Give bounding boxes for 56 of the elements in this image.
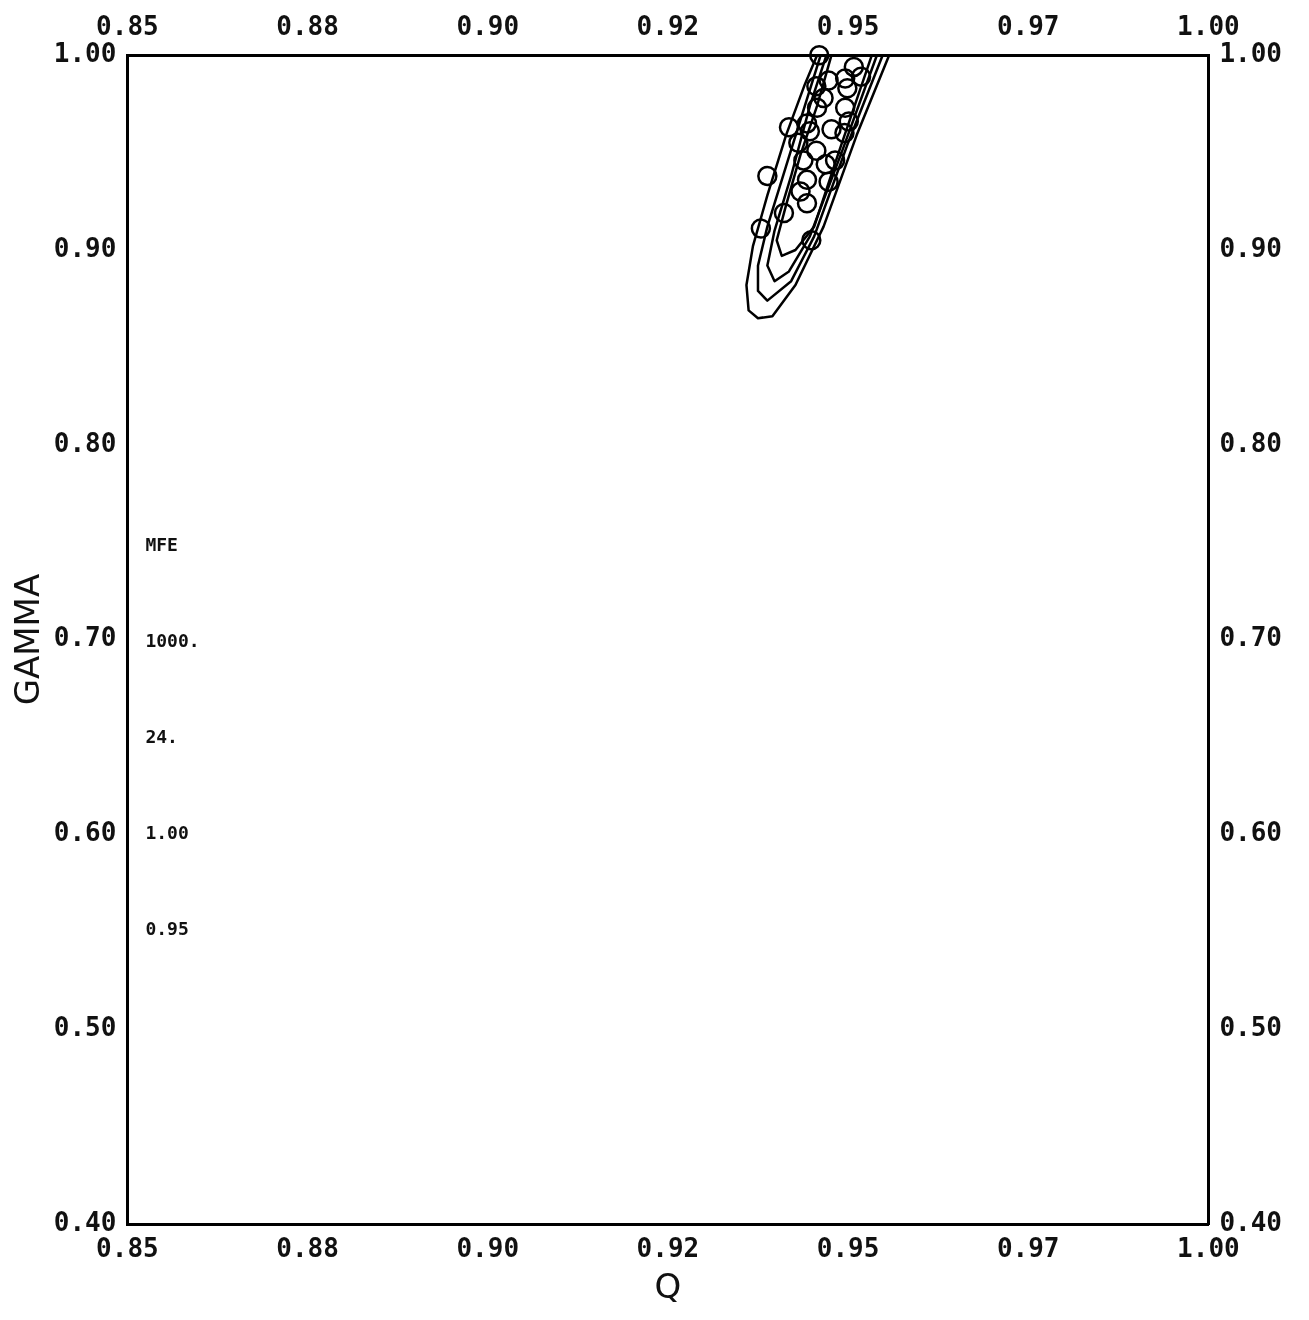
point xyxy=(750,218,772,239)
x2-tick-label: 0.90 xyxy=(456,11,520,42)
point xyxy=(757,165,778,187)
point xyxy=(843,56,865,78)
annotation: 0.95 xyxy=(145,917,189,939)
point xyxy=(806,97,828,119)
point xyxy=(818,171,839,193)
point xyxy=(821,118,842,140)
annotation: 24. xyxy=(145,725,178,747)
annotation: MFE xyxy=(145,533,178,555)
y-tick-label: 0.70 xyxy=(53,622,117,653)
y-tick-label: 0.80 xyxy=(53,427,117,458)
y-tick-label: 0.90 xyxy=(53,232,117,263)
point xyxy=(796,169,818,191)
point xyxy=(778,117,800,138)
point xyxy=(837,78,858,99)
y2-tick-label: 0.70 xyxy=(1219,622,1283,653)
point xyxy=(824,150,846,171)
annotation: 1000. xyxy=(145,629,200,651)
y2-tick-label: 0.90 xyxy=(1219,232,1283,263)
x2-tick-label: 0.95 xyxy=(816,11,880,42)
x-tick-label: 0.95 xyxy=(816,1233,880,1264)
point xyxy=(788,132,809,154)
point xyxy=(799,120,821,142)
point xyxy=(834,68,856,89)
y-tick-label: 0.50 xyxy=(53,1011,117,1042)
point xyxy=(834,122,855,144)
x-tick-label: 0.90 xyxy=(456,1233,520,1264)
y2-tick-label: 0.60 xyxy=(1219,817,1283,848)
y-axis-title: GAMMA xyxy=(7,573,48,706)
x-tick-label: 0.97 xyxy=(996,1233,1060,1264)
point xyxy=(815,154,836,175)
x2-tick-label: 0.97 xyxy=(996,11,1060,42)
point xyxy=(806,76,827,97)
point xyxy=(790,181,811,202)
x-tick-label: 0.88 xyxy=(276,1233,339,1264)
point xyxy=(834,97,856,119)
x2-tick-label: 0.88 xyxy=(276,11,339,42)
y2-tick-label: 0.50 xyxy=(1219,1011,1283,1042)
annotation: 1.00 xyxy=(145,821,189,843)
point xyxy=(850,66,872,87)
point xyxy=(808,44,830,66)
point xyxy=(813,87,834,109)
point xyxy=(796,113,818,134)
y2-tick-label: 0.80 xyxy=(1219,427,1283,458)
point xyxy=(818,70,839,91)
point xyxy=(806,140,827,161)
y-tick-label: 0.60 xyxy=(53,817,117,848)
point xyxy=(838,111,860,132)
x-tick-label: 0.92 xyxy=(636,1233,700,1264)
point xyxy=(773,202,795,224)
point xyxy=(793,150,814,171)
x-axis-title: Q xyxy=(654,1266,682,1307)
point xyxy=(796,193,818,214)
point xyxy=(801,230,822,251)
x2-tick-label: 0.92 xyxy=(636,11,700,42)
